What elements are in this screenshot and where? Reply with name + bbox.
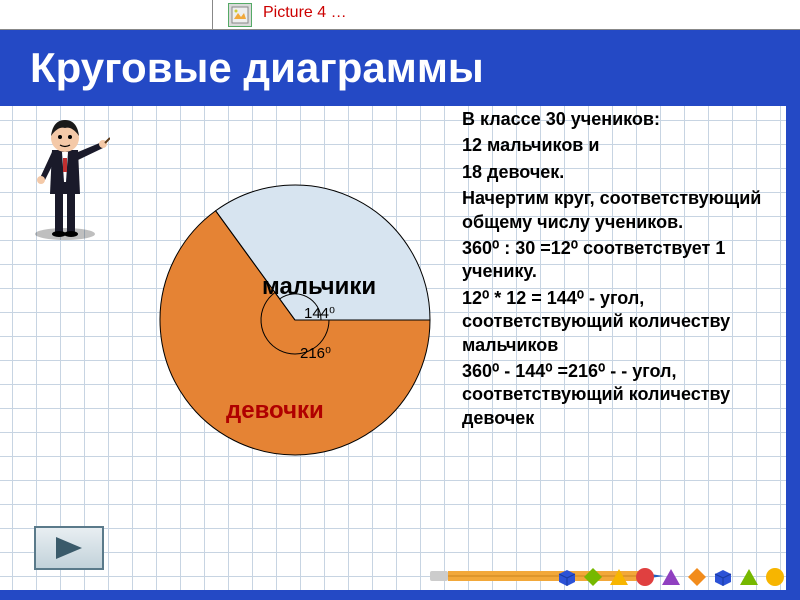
teacher-illustration	[20, 112, 110, 242]
bottom-border	[0, 590, 800, 600]
text-line-4: Начертим круг, соответствующий общему чи…	[462, 187, 782, 234]
text-line-3: 18 девочек.	[462, 161, 782, 184]
shape-triangle	[738, 566, 760, 588]
text-line-7: 360⁰ - 144⁰ =216⁰ - - угол, соответствую…	[462, 360, 782, 430]
shape-cube	[712, 566, 734, 588]
shape-circle	[634, 566, 656, 588]
shape-triangle	[660, 566, 682, 588]
angle-label-216: 216⁰	[300, 344, 331, 362]
text-line-1: В классе 30 учеников:	[462, 108, 782, 131]
next-button[interactable]	[34, 526, 104, 570]
title-bar: Круговые диаграммы	[0, 30, 800, 106]
shape-cube	[556, 566, 578, 588]
shape-diamond	[582, 566, 604, 588]
top-ruler	[0, 0, 800, 30]
text-line-6: 12⁰ * 12 = 144⁰ - угол, соответствующий …	[462, 287, 782, 357]
shape-triangle	[608, 566, 630, 588]
ruler-divider	[212, 0, 213, 30]
text-line-2: 12 мальчиков и	[462, 134, 782, 157]
play-icon	[52, 535, 86, 561]
page-title: Круговые диаграммы	[30, 44, 484, 92]
picture-caption: Picture 4 …	[263, 4, 347, 22]
angle-label-144: 144⁰	[304, 304, 335, 322]
picture-placeholder-icon	[228, 3, 252, 27]
right-border	[786, 106, 800, 600]
shape-diamond	[686, 566, 708, 588]
pie-label-girls: девочки	[226, 398, 346, 424]
text-line-5: 360⁰ : 30 =12⁰ соответствует 1 ученику.	[462, 237, 782, 284]
shapes-decoration	[556, 566, 786, 588]
explanation-text: В классе 30 учеников: 12 мальчиков и 18 …	[462, 108, 782, 433]
pie-label-boys: мальчики	[262, 274, 382, 300]
shape-circle	[764, 566, 786, 588]
